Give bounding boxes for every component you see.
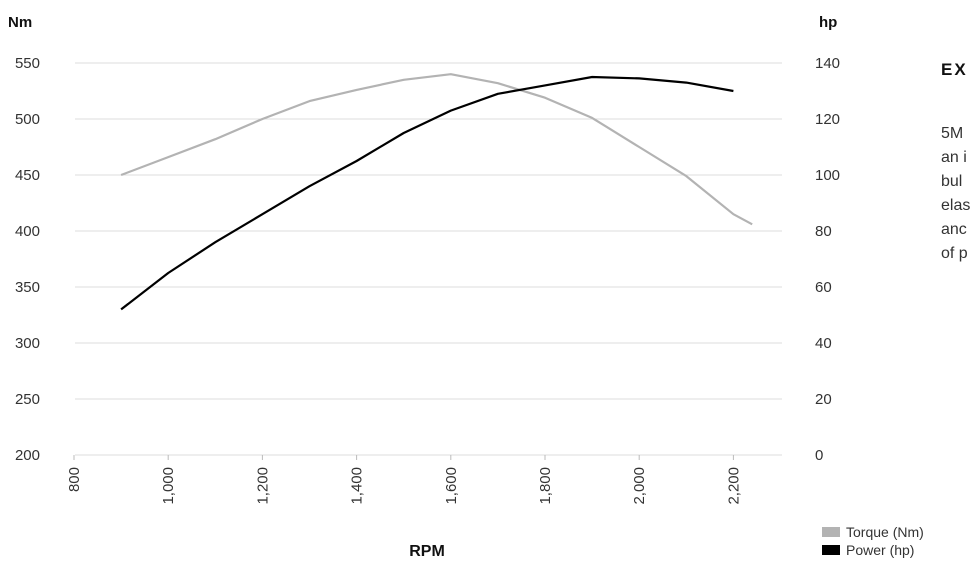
right-tick-label: 80 xyxy=(815,223,832,240)
left-tick-label: 400 xyxy=(15,223,40,240)
left-tick-label: 350 xyxy=(15,279,40,296)
x-tick-label: 1,800 xyxy=(537,467,554,505)
x-tick-label: 2,200 xyxy=(725,467,742,505)
legend-label-torque: Torque (Nm) xyxy=(846,524,924,540)
right-axis-ticks: 0 20 40 60 80 100 120 140 xyxy=(815,55,840,464)
series-lines xyxy=(120,73,753,311)
right-tick-label: 120 xyxy=(815,111,840,128)
side-heading: EX xyxy=(941,60,968,79)
left-tick-label: 200 xyxy=(15,447,40,464)
x-axis-title: RPM xyxy=(409,543,445,560)
side-line: 5M xyxy=(941,125,964,142)
gridlines xyxy=(75,62,782,456)
left-axis-unit: Nm xyxy=(8,14,32,31)
legend-item-power: Power (hp) xyxy=(822,542,914,558)
series-line-power xyxy=(120,75,734,311)
left-tick-label: 250 xyxy=(15,391,40,408)
right-tick-label: 0 xyxy=(815,447,823,464)
legend-label-power: Power (hp) xyxy=(846,542,915,558)
side-line: elas xyxy=(941,197,971,214)
left-axis-ticks: 200 250 300 350 400 450 500 550 xyxy=(15,55,40,464)
left-tick-label: 550 xyxy=(15,55,40,72)
right-tick-label: 100 xyxy=(815,167,840,184)
left-tick-label: 300 xyxy=(15,335,40,352)
x-tick-label: 2,000 xyxy=(631,467,648,505)
side-line: an i xyxy=(941,149,967,166)
side-line: anc xyxy=(941,221,967,238)
side-line: of p xyxy=(941,245,968,262)
legend-swatch-power xyxy=(822,545,840,555)
x-axis-ticks: 800 1,000 1,200 1,400 1,600 1,800 2,000 2,200 xyxy=(66,455,742,505)
legend-swatch-torque xyxy=(822,527,840,537)
right-axis-unit: hp xyxy=(819,14,837,31)
left-tick-label: 450 xyxy=(15,167,40,184)
side-line: bul xyxy=(941,173,963,190)
x-tick-label: 1,200 xyxy=(254,467,271,505)
x-tick-label: 1,400 xyxy=(349,467,366,505)
left-tick-label: 500 xyxy=(15,111,40,128)
right-tick-label: 60 xyxy=(815,279,832,296)
right-tick-label: 140 xyxy=(815,55,840,72)
x-tick-label: 1,000 xyxy=(160,467,177,505)
series-line-torque xyxy=(120,73,753,226)
right-tick-label: 20 xyxy=(815,391,832,408)
legend-item-torque: Torque (Nm) xyxy=(822,524,924,540)
x-tick-label: 800 xyxy=(66,467,83,492)
right-tick-label: 40 xyxy=(815,335,832,352)
x-tick-label: 1,600 xyxy=(443,467,460,505)
